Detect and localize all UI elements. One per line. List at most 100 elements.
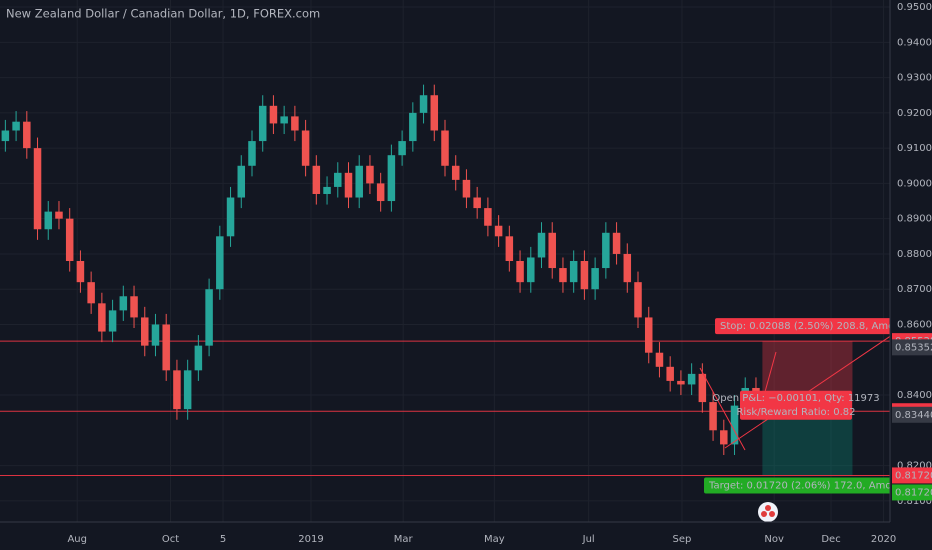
x-tick-label: Dec (821, 534, 840, 545)
candle-body (473, 197, 481, 209)
candle-body (301, 130, 310, 166)
candle-body (484, 208, 492, 226)
candle-body (55, 211, 63, 219)
candle-body (559, 268, 567, 283)
candle-body (644, 317, 653, 353)
candle-body (258, 105, 267, 142)
x-tick-label: Nov (764, 534, 784, 545)
candle-body (698, 373, 707, 403)
candle-body (569, 261, 578, 283)
logo-circle (758, 502, 778, 522)
candle-body (612, 232, 621, 254)
y-tick-label: 0.95000 (897, 2, 932, 13)
candle-body (441, 130, 449, 166)
candle-body (505, 236, 514, 261)
logo (758, 502, 778, 522)
candle-body (366, 165, 374, 184)
x-tick-label: May (484, 534, 505, 545)
time-axis-panel (0, 522, 890, 550)
x-tick-label: Aug (67, 534, 87, 545)
pnl-label: Open P&L: −0.00101, Qty: 11973 (712, 393, 879, 404)
pnl-label-box (740, 390, 852, 420)
candle-body (205, 289, 213, 346)
grid (0, 0, 890, 522)
candle-body (527, 257, 535, 283)
candle-body (323, 186, 331, 194)
candle-body (655, 352, 664, 367)
candle-body (280, 116, 288, 124)
candle-body (720, 430, 728, 445)
logo-dot (765, 505, 771, 511)
candle-body (173, 370, 181, 410)
price-label: 0.85352 (895, 342, 932, 353)
candle-body (12, 121, 20, 131)
candle-body (355, 165, 363, 198)
price-label-box (892, 484, 932, 501)
candle-body (87, 282, 95, 304)
chart-title: New Zealand Dollar / Canadian Dollar, 1D… (6, 7, 320, 21)
candle-body (580, 261, 589, 290)
candle-body (76, 261, 85, 283)
candle-body (591, 268, 599, 290)
candle-body (23, 121, 31, 149)
candle-body (344, 172, 353, 198)
price-label-box (892, 467, 932, 484)
candle-body (237, 165, 246, 198)
ratio-label: Risk/Reward Ratio: 0.82 (736, 407, 855, 418)
candle-body (312, 165, 321, 194)
candle-body (398, 141, 406, 156)
logo-dot (769, 511, 775, 517)
x-tick-label: Oct (162, 534, 179, 545)
x-tick-label: Sep (673, 534, 692, 545)
candle-body (291, 116, 299, 131)
candle-body (33, 148, 42, 230)
candle-body (119, 296, 128, 311)
price-axis-panel (890, 0, 932, 550)
target-label-box (704, 477, 914, 494)
candle-body (387, 155, 396, 202)
candle-body (65, 218, 74, 261)
price-label-box (892, 406, 932, 423)
candle-body (1, 130, 10, 142)
candle-body (602, 232, 610, 269)
candle-body (162, 324, 170, 371)
x-tick-label: 5 (220, 534, 226, 545)
x-tick-label: Mar (394, 534, 414, 545)
price-label-box (892, 339, 932, 356)
candle-body (194, 345, 203, 371)
candle-body (709, 402, 717, 431)
candle-body (516, 261, 524, 283)
candle-body (98, 303, 106, 332)
candle-body (183, 370, 192, 410)
candle-body (376, 183, 385, 202)
candle-body (44, 211, 53, 230)
candle-body (666, 366, 674, 381)
position-labels: Stop: 0.02088 (2.50%) 208.8, Amount: 75 O… (704, 318, 932, 494)
candle-body (451, 165, 460, 180)
stop-label-box (715, 318, 915, 335)
candle-body (623, 253, 632, 283)
target-label: Target: 0.01720 (2.06%) 172.0, Amount: 1… (708, 480, 932, 491)
candle-body (430, 95, 439, 131)
logo-dot (761, 511, 767, 517)
candle-body (151, 324, 160, 346)
candle-body (269, 105, 278, 124)
